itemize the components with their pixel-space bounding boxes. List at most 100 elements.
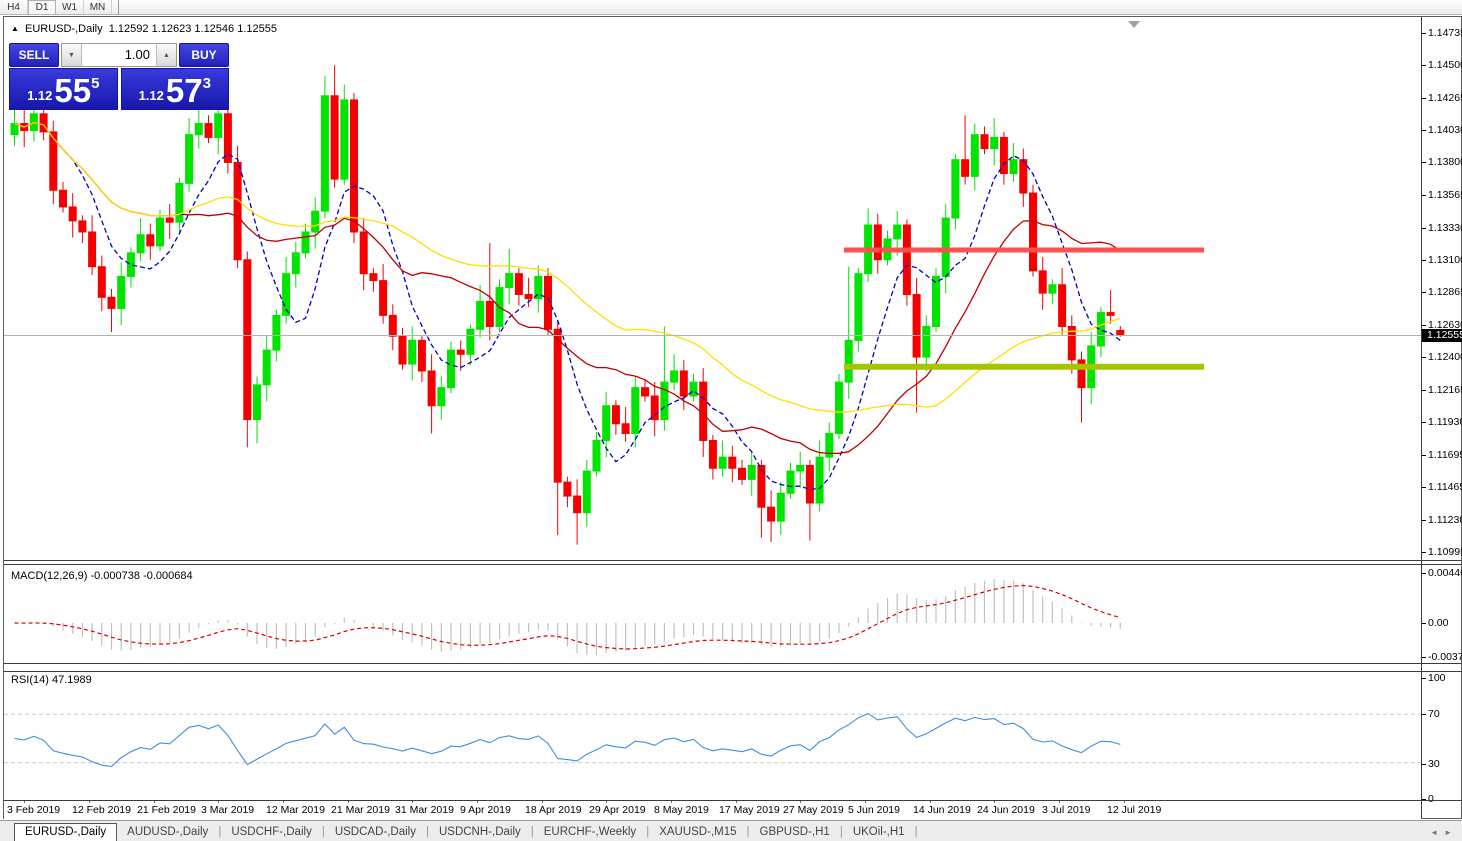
volume-increase-icon[interactable]: ▲ xyxy=(156,44,176,66)
tab-scroll-arrows[interactable]: ◄► xyxy=(1430,828,1458,837)
chart-tab-xauusd-m15[interactable]: XAUUSD-,M15 xyxy=(659,826,737,838)
tab-separator: | xyxy=(746,826,750,838)
tick-mark xyxy=(1422,162,1426,163)
date-tick-label: 12 Jul 2019 xyxy=(1107,804,1162,816)
date-tick-label: 9 Apr 2019 xyxy=(460,804,511,816)
tick-mark xyxy=(154,800,155,803)
tab-separator: | xyxy=(530,826,534,838)
tick-mark xyxy=(930,800,931,803)
tick-mark xyxy=(1422,678,1426,679)
price-tick-label: 1.11465 xyxy=(1428,481,1462,493)
panel-separator[interactable] xyxy=(4,663,1461,664)
price-tick-label: 1.12400 xyxy=(1428,351,1462,363)
timeframe-button-mn[interactable]: MN xyxy=(84,0,112,14)
date-tick-label: 12 Mar 2019 xyxy=(266,804,325,816)
timeframe-button-w1[interactable]: W1 xyxy=(56,0,84,14)
panel-separator[interactable] xyxy=(4,671,1461,672)
tick-mark xyxy=(1422,130,1426,131)
tab-scroll-right-icon: ► xyxy=(1444,828,1458,837)
price-tick-label: 1.12865 xyxy=(1428,286,1462,298)
sell-price-main: 55 xyxy=(54,72,92,110)
tab-separator: | xyxy=(321,826,325,838)
volume-input[interactable]: 1.00 xyxy=(124,47,150,62)
date-tick-label: 3 Jul 2019 xyxy=(1042,804,1091,816)
date-tick-label: 17 May 2019 xyxy=(719,804,780,816)
timeframe-toolbar: H4 D1 W1 MN xyxy=(0,0,1462,15)
collapse-triangle-icon[interactable]: ▲ xyxy=(11,24,19,33)
tick-mark xyxy=(736,800,737,803)
rsi-scale-label: 0 xyxy=(1428,793,1434,805)
price-tick-label: 1.10995 xyxy=(1428,546,1462,558)
date-axis[interactable]: 3 Feb 2019 12 Feb 2019 21 Feb 2019 3 Mar 20… xyxy=(4,800,1421,819)
date-tick-label: 27 May 2019 xyxy=(783,804,844,816)
chart-tab-ukoil-h1[interactable]: UKOil-,H1 xyxy=(852,826,905,838)
price-tick-label: 1.11695 xyxy=(1428,449,1462,461)
rsi-scale-label: 100 xyxy=(1428,672,1446,684)
chart-tab-eurusd-daily[interactable]: EURUSD-,Daily xyxy=(14,823,118,841)
tick-mark xyxy=(1422,573,1426,574)
macd-scale-label: 0.004465 xyxy=(1428,567,1462,579)
date-tick-label: 24 Jun 2019 xyxy=(977,804,1035,816)
sell-price-panel[interactable]: 1.12 55 5 xyxy=(9,68,118,110)
buy-button[interactable]: BUY xyxy=(179,43,229,67)
current-price-tag: 1.12555 xyxy=(1422,329,1462,342)
tick-mark xyxy=(1422,764,1426,765)
tick-mark xyxy=(994,800,995,803)
panel-separator[interactable] xyxy=(4,564,1461,565)
chart-tab-usdchf-daily[interactable]: USDCHF-,Daily xyxy=(231,826,312,838)
symbol-header: ▲ EURUSD-,Daily 1.12592 1.12623 1.12546 … xyxy=(11,23,277,35)
rsi-panel[interactable] xyxy=(4,672,1421,800)
tick-mark xyxy=(1422,799,1426,800)
tick-mark xyxy=(1422,390,1426,391)
tick-mark xyxy=(542,800,543,803)
sell-price-pip: 5 xyxy=(91,75,100,92)
rsi-scale-label: 70 xyxy=(1428,708,1440,720)
date-tick-label: 14 Jun 2019 xyxy=(913,804,971,816)
price-tick-label: 1.14265 xyxy=(1428,92,1462,104)
tick-mark xyxy=(1422,552,1426,553)
sell-button[interactable]: SELL xyxy=(9,43,59,67)
tick-mark xyxy=(1422,228,1426,229)
macd-panel[interactable] xyxy=(4,567,1421,661)
date-tick-label: 3 Mar 2019 xyxy=(201,804,255,816)
tick-mark xyxy=(477,800,478,803)
chart-tab-usdcnh-daily[interactable]: USDCNH-,Daily xyxy=(438,826,521,838)
tick-mark xyxy=(1422,357,1426,358)
price-tick-label: 1.13565 xyxy=(1428,189,1462,201)
price-tick-label: 1.12165 xyxy=(1428,384,1462,396)
date-tick-label: 21 Feb 2019 xyxy=(137,804,196,816)
macd-scale-label: -0.003715 xyxy=(1428,651,1462,663)
tick-mark xyxy=(800,800,801,803)
date-tick-label: 18 Apr 2019 xyxy=(525,804,582,816)
volume-stepper: ▼ 1.00 ▲ xyxy=(61,43,177,67)
rsi-title: RSI(14) 47.1989 xyxy=(11,674,92,686)
timeframe-button-h4[interactable]: H4 xyxy=(0,0,28,14)
chart-shift-marker-icon[interactable] xyxy=(1128,21,1140,28)
tick-mark xyxy=(1124,800,1125,803)
timeframe-button-d1[interactable]: D1 xyxy=(28,0,56,14)
price-tick-label: 1.12630 xyxy=(1428,319,1462,331)
chart-tab-eurchf-weekly[interactable]: EURCHF-,Weekly xyxy=(543,826,637,838)
tick-mark xyxy=(1422,623,1426,624)
buy-price-panel[interactable]: 1.12 57 3 xyxy=(120,68,229,110)
chart-tab-audusd-daily[interactable]: AUDUSD-,Daily xyxy=(127,826,209,838)
tick-mark xyxy=(606,800,607,803)
tick-mark xyxy=(1422,98,1426,99)
buy-price-prefix: 1.12 xyxy=(138,88,164,103)
tab-separator: | xyxy=(839,826,843,838)
panel-separator[interactable] xyxy=(4,560,1461,561)
tick-mark xyxy=(1059,800,1060,803)
tick-mark xyxy=(24,800,25,803)
price-chart[interactable] xyxy=(4,17,1421,560)
chart-tab-gbpusd-h1[interactable]: GBPUSD-,H1 xyxy=(759,826,830,838)
chart-tab-usdcad-daily[interactable]: USDCAD-,Daily xyxy=(334,826,416,838)
axis-separator xyxy=(1421,17,1422,818)
tab-separator: | xyxy=(425,826,429,838)
one-click-trading-widget: SELL ▼ 1.00 ▲ BUY 1.12 55 5 1.12 57 3 xyxy=(9,43,229,110)
tick-mark xyxy=(671,800,672,803)
price-tick-label: 1.14030 xyxy=(1428,124,1462,136)
panel-separator[interactable] xyxy=(4,800,1461,801)
date-tick-label: 3 Feb 2019 xyxy=(7,804,61,816)
tick-mark xyxy=(1422,292,1426,293)
volume-decrease-icon[interactable]: ▼ xyxy=(62,44,82,66)
